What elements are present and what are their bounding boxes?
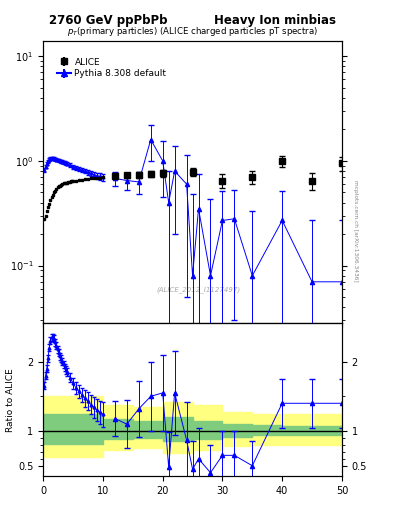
Text: 2760 GeV ppPbPb: 2760 GeV ppPbPb [49,14,168,27]
Text: Heavy Ion minbias: Heavy Ion minbias [214,14,336,27]
Text: mcplots.cern.ch [arXiv:1306.3436]: mcplots.cern.ch [arXiv:1306.3436] [353,180,358,281]
Text: $p_T$(primary particles) (ALICE charged particles pT spectra): $p_T$(primary particles) (ALICE charged … [67,25,318,38]
Text: (ALICE_2012_I1127497): (ALICE_2012_I1127497) [156,286,241,293]
Y-axis label: Ratio to ALICE: Ratio to ALICE [6,368,15,432]
Legend: ALICE, Pythia 8.308 default: ALICE, Pythia 8.308 default [54,54,170,82]
